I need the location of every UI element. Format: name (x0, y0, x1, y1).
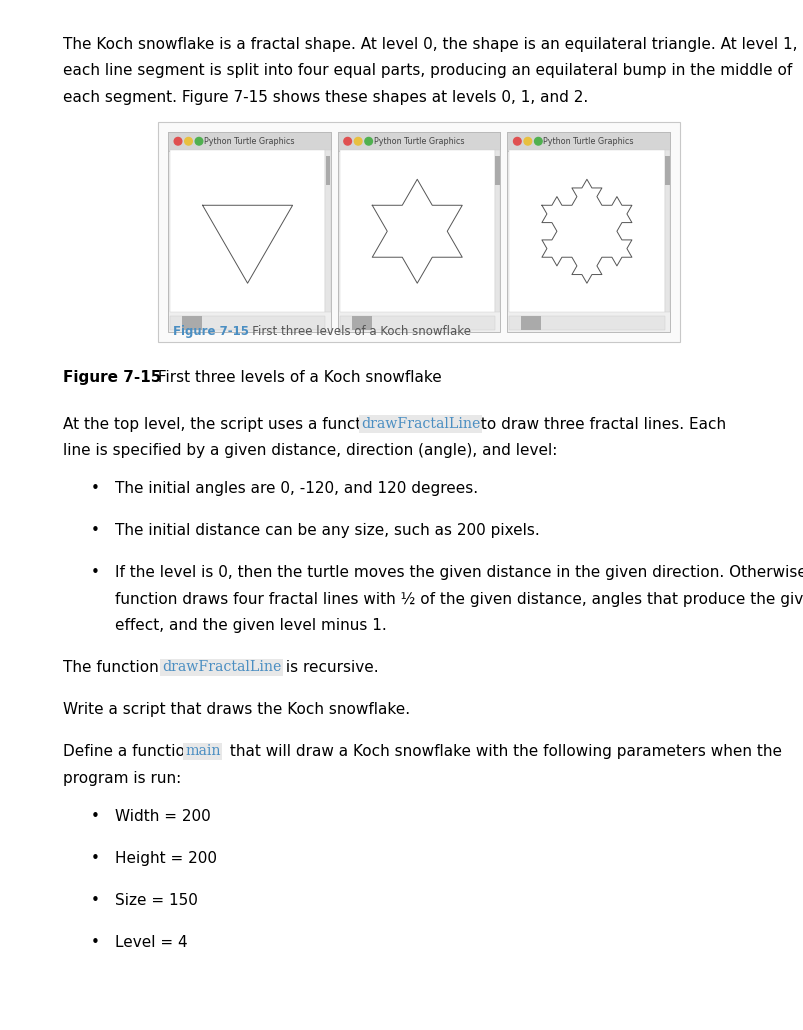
Text: Figure 7-15: Figure 7-15 (63, 370, 161, 385)
Text: Size = 150: Size = 150 (115, 893, 198, 908)
Text: each line segment is split into four equal parts, producing an equilateral bump : each line segment is split into four equ… (63, 64, 791, 78)
Text: •: • (91, 565, 100, 581)
Text: At the top level, the script uses a function: At the top level, the script uses a func… (63, 417, 389, 432)
Text: The initial angles are 0, -120, and 120 degrees.: The initial angles are 0, -120, and 120 … (115, 481, 478, 496)
Bar (158, 122, 679, 342)
Text: line is specified by a given distance, direction (angle), and level:: line is specified by a given distance, d… (63, 444, 556, 458)
Circle shape (344, 137, 351, 145)
Bar (325, 156, 330, 184)
Bar (663, 150, 669, 312)
Bar (168, 132, 330, 332)
Circle shape (365, 137, 372, 145)
Text: •: • (91, 851, 100, 866)
Circle shape (513, 137, 520, 145)
Text: main: main (185, 745, 220, 758)
Text: The Koch snowflake is a fractal shape. At level 0, the shape is an equilateral t: The Koch snowflake is a fractal shape. A… (63, 37, 797, 52)
Bar (507, 132, 669, 332)
Text: First three levels of a Koch snowflake: First three levels of a Koch snowflake (241, 325, 471, 338)
Text: •: • (91, 809, 100, 824)
Text: •: • (91, 481, 100, 496)
Text: Height = 200: Height = 200 (115, 851, 217, 866)
Bar (169, 316, 324, 330)
Bar (324, 150, 330, 312)
Text: Write a script that draws the Koch snowflake.: Write a script that draws the Koch snowf… (63, 702, 410, 718)
Text: Define a function: Define a function (63, 745, 199, 759)
Bar (494, 150, 499, 312)
Circle shape (354, 137, 361, 145)
Text: drawFractalLine: drawFractalLine (161, 660, 281, 675)
Text: Python Turtle Graphics: Python Turtle Graphics (373, 137, 463, 146)
Bar (664, 156, 669, 184)
Text: is recursive.: is recursive. (281, 660, 378, 676)
Circle shape (185, 137, 192, 145)
Bar (181, 316, 202, 330)
Bar (337, 132, 499, 150)
Text: function draws four fractal lines with ½ of the given distance, angles that prod: function draws four fractal lines with ½… (115, 592, 803, 607)
Text: •: • (91, 523, 100, 539)
Text: If the level is 0, then the turtle moves the given distance in the given directi: If the level is 0, then the turtle moves… (115, 565, 803, 581)
Bar (495, 156, 499, 184)
Text: Python Turtle Graphics: Python Turtle Graphics (204, 137, 294, 146)
Circle shape (534, 137, 541, 145)
Bar (351, 316, 371, 330)
Text: Figure 7-15: Figure 7-15 (173, 325, 249, 338)
Bar (337, 132, 499, 332)
Circle shape (174, 137, 181, 145)
Text: Level = 4: Level = 4 (115, 935, 187, 950)
Circle shape (524, 137, 531, 145)
Circle shape (195, 137, 202, 145)
Text: program is run:: program is run: (63, 771, 181, 786)
Text: effect, and the given level minus 1.: effect, and the given level minus 1. (115, 618, 386, 633)
Bar (507, 132, 669, 150)
Bar (168, 132, 330, 150)
Text: each segment. Figure 7-15 shows these shapes at levels 0, 1, and 2.: each segment. Figure 7-15 shows these sh… (63, 90, 588, 105)
Text: First three levels of a Koch snowflake: First three levels of a Koch snowflake (153, 370, 441, 385)
Text: that will draw a Koch snowflake with the following parameters when the: that will draw a Koch snowflake with the… (225, 745, 781, 759)
Bar (508, 150, 663, 312)
Text: to draw three fractal lines. Each: to draw three fractal lines. Each (475, 417, 725, 432)
Bar (339, 316, 494, 330)
Bar (520, 316, 540, 330)
Text: The initial distance can be any size, such as 200 pixels.: The initial distance can be any size, su… (115, 523, 539, 539)
Text: Width = 200: Width = 200 (115, 809, 210, 824)
Bar (339, 150, 494, 312)
Text: The function: The function (63, 660, 164, 676)
Bar (508, 316, 663, 330)
Text: •: • (91, 935, 100, 950)
Bar (169, 150, 324, 312)
Text: drawFractalLine: drawFractalLine (361, 417, 479, 431)
Text: Python Turtle Graphics: Python Turtle Graphics (543, 137, 633, 146)
Text: •: • (91, 893, 100, 908)
